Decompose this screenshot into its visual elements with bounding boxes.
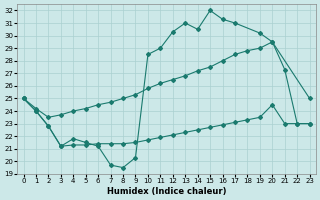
X-axis label: Humidex (Indice chaleur): Humidex (Indice chaleur): [107, 187, 226, 196]
